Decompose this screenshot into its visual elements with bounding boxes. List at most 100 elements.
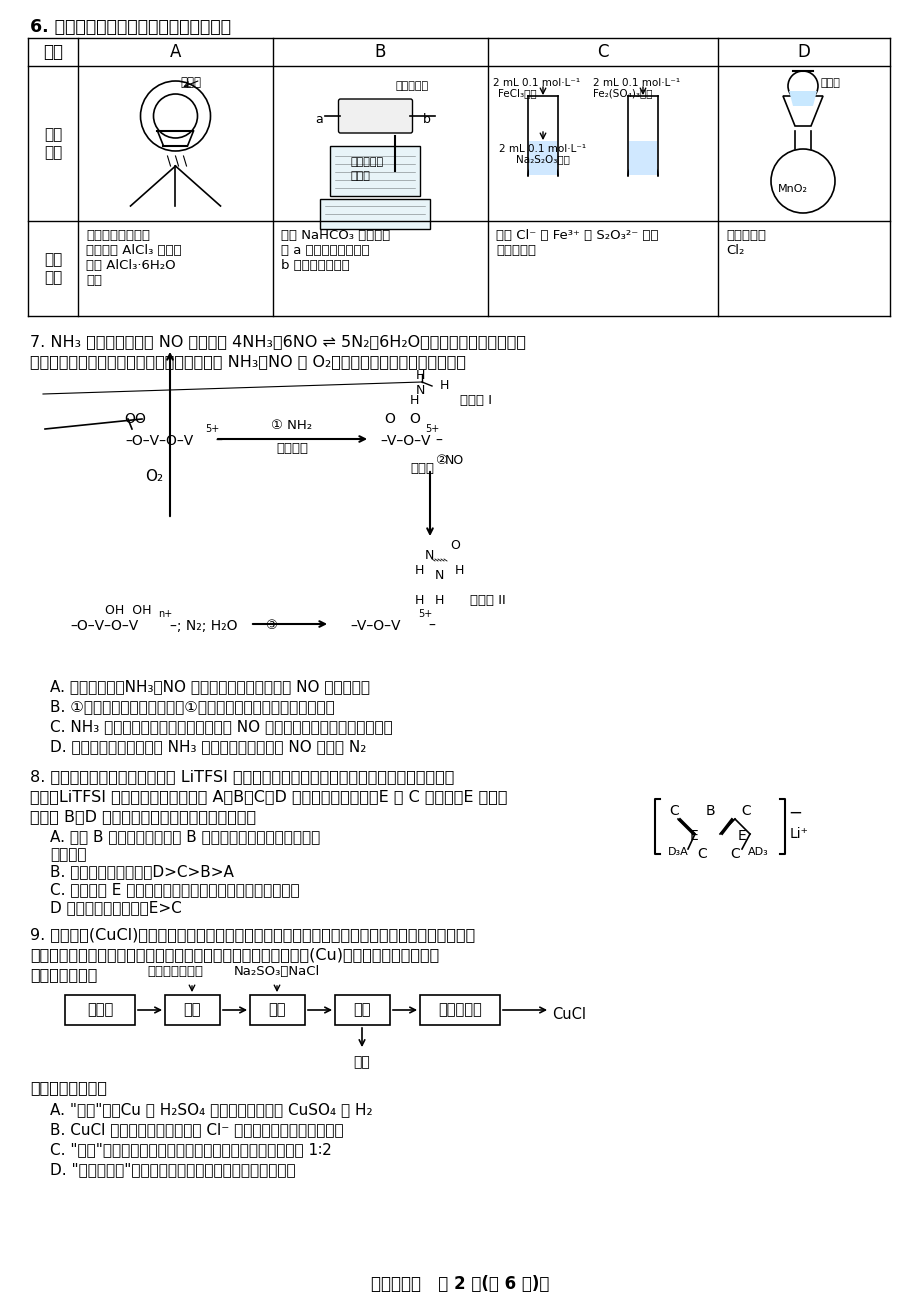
FancyBboxPatch shape [335,995,390,1025]
Text: N: N [414,384,425,397]
Text: H: H [439,379,448,392]
Text: –O–V–O–V: –O–V–O–V [126,434,194,448]
Text: OH  OH: OH OH [105,604,152,617]
Text: NO: NO [445,454,464,467]
Text: C: C [729,848,739,861]
Polygon shape [782,96,823,126]
Text: 饱和食盐水: 饱和食盐水 [350,158,383,167]
Text: 过渡态 II: 过渡态 II [470,594,505,607]
Polygon shape [789,91,816,105]
FancyBboxPatch shape [338,99,412,133]
Text: 无水氯化钙: 无水氯化钙 [395,81,428,91]
Text: 下列说法正确的是: 下列说法正确的是 [30,1079,107,1095]
Text: H: H [414,564,424,577]
FancyBboxPatch shape [320,199,430,229]
Text: 浓盐酸: 浓盐酸 [820,78,840,89]
Text: B. 元素的第一电离能：D>C>B>A: B. 元素的第一电离能：D>C>B>A [50,865,233,879]
Text: 序数是 B、D 的原子序数之和。下列说法正确的是: 序数是 B、D 的原子序数之和。下列说法正确的是 [30,809,255,824]
Text: –V–O–V: –V–O–V [380,434,430,448]
Text: H: H [414,368,425,381]
Text: –: – [435,434,441,448]
Text: n+: n+ [158,609,172,618]
Text: 洗涤、干燥: 洗涤、干燥 [437,1003,482,1017]
Text: −: − [788,805,801,822]
Text: 溶解: 溶解 [184,1003,201,1017]
Text: 9. 氯化亚铜(CuCl)为白色立方结晶或白色粉末，难溶于水、稀盐酸、乙醇，溶于浓盐酸、氨水，易: 9. 氯化亚铜(CuCl)为白色立方结晶或白色粉末，难溶于水、稀盐酸、乙醇，溶于… [30,927,475,943]
Text: Fe₂(SO₄)₃溶液: Fe₂(SO₄)₃溶液 [593,89,652,98]
Text: O₂: O₂ [145,469,163,484]
Text: ②: ② [435,454,447,467]
Text: a: a [315,113,323,126]
Text: N: N [435,569,444,582]
FancyBboxPatch shape [250,995,305,1025]
Text: ③: ③ [265,618,277,631]
Text: 7. NH₃ 选择性催化还原 NO 的反应为 4NH₃＋6NO ⇌ 5N₂＋6H₂O，其反应历程如图所示。: 7. NH₃ 选择性催化还原 NO 的反应为 4NH₃＋6NO ⇌ 5N₂＋6H… [30,335,526,349]
Text: –: – [215,434,221,448]
Text: O: O [134,411,145,426]
Text: 还原: 还原 [268,1003,286,1017]
Text: ① NH₂: ① NH₂ [271,419,312,432]
Text: C. NH₃ 与催化剂发生强的化学吸附，而 NO 在此过程中几乎不被催化剂吸附: C. NH₃ 与催化剂发生强的化学吸附，而 NO 在此过程中几乎不被催化剂吸附 [50,719,392,734]
FancyBboxPatch shape [420,995,499,1025]
Text: 一定温度下，向恒容密闭容器中充入一定量的 NH₃、NO 和 O₂，发生反应。下列说法错误的是: 一定温度下，向恒容密闭容器中充入一定量的 NH₃、NO 和 O₂，发生反应。下列… [30,354,466,368]
Text: 发生反应: 发生反应 [50,848,86,862]
Text: A. 使用催化剂，NH₃、NO 的活化分子数增多，还原 NO 的速率加快: A. 使用催化剂，NH₃、NO 的活化分子数增多，还原 NO 的速率加快 [50,680,369,694]
Text: CuCl: CuCl [551,1006,585,1022]
Text: 5+: 5+ [417,609,432,618]
Text: 被氧化，可用作催化剂、杀菌剂、媒染剂、脱色剂。一种以海绵铜(Cu)为原料制备氯化亚铜的: 被氧化，可用作催化剂、杀菌剂、媒染剂、脱色剂。一种以海绵铜(Cu)为原料制备氯化… [30,947,438,962]
Text: FeCl₃溶液: FeCl₃溶液 [497,89,536,98]
Text: H: H [455,564,464,577]
Text: C      B      C: C B C [669,805,751,818]
Text: 蒸发浓缩含有少量
稀盐酸的 AlCl₃ 溶液，
获得 AlCl₃·6H₂O
晶体: 蒸发浓缩含有少量 稀盐酸的 AlCl₃ 溶液， 获得 AlCl₃·6H₂O 晶体 [85,229,181,286]
Text: B. CuCl 溶于浓盐酸过程中，与 Cl⁻ 结合形成可溶于水的配离子: B. CuCl 溶于浓盐酸过程中，与 Cl⁻ 结合形成可溶于水的配离子 [50,1122,344,1137]
Text: 冷却水: 冷却水 [350,171,370,181]
Polygon shape [629,141,656,174]
Text: 探究 Cl⁻ 对 Fe³⁺ 和 S₂O₃²⁻ 反应
速率的影响: 探究 Cl⁻ 对 Fe³⁺ 和 S₂O₃²⁻ 反应 速率的影响 [495,229,658,256]
Text: –: – [427,618,435,633]
Text: 慢反应: 慢反应 [410,462,434,475]
Text: D 简单氢化物的沸点：E>C: D 简单氢化物的沸点：E>C [50,900,182,915]
Text: 实验室制备
Cl₂: 实验室制备 Cl₂ [725,229,766,256]
Text: 实验
目的: 实验 目的 [44,253,62,285]
Circle shape [770,148,834,214]
Text: H: H [410,395,419,408]
Text: A. "溶解"时，Cu 与 H₂SO₄ 发生置换反应生成 CuSO₄ 和 H₂: A. "溶解"时，Cu 与 H₂SO₄ 发生置换反应生成 CuSO₄ 和 H₂ [50,1101,372,1117]
Text: C. 含有元素 E 的钠盐水溶液呈中性或碱性，不可能呈酸性: C. 含有元素 E 的钠盐水溶液呈中性或碱性，不可能呈酸性 [50,881,300,897]
Text: C: C [596,43,608,61]
Text: D₃A: D₃A [667,848,688,857]
Text: N: N [425,549,434,562]
Text: A: A [170,43,181,61]
Text: 快速反应: 快速反应 [276,441,308,454]
Text: C: C [697,848,706,861]
Text: 海绵铜: 海绵铜 [86,1003,113,1017]
Text: 2 mL 0.1 mol·L⁻¹: 2 mL 0.1 mol·L⁻¹ [499,145,586,154]
Text: Na₂S₂O₃溶液: Na₂S₂O₃溶液 [516,154,569,164]
Text: 滤液: 滤液 [353,1055,370,1069]
Text: H: H [414,594,424,607]
Text: O: O [124,411,135,426]
Text: A. 元素 B 的简单氢化物能与 B 的最高价氧化物对应的水化物: A. 元素 B 的简单氢化物能与 B 的最高价氧化物对应的水化物 [50,829,320,844]
Text: 工艺流程如下：: 工艺流程如下： [30,967,97,982]
Text: 制备 NaHCO₃ 晶体，先
从 a 管通入氨气，后从
b 管通入二氧化碳: 制备 NaHCO₃ 晶体，先 从 a 管通入氨气，后从 b 管通入二氧化碳 [280,229,390,272]
Text: 选项: 选项 [43,43,62,61]
Text: b: b [422,113,430,126]
Text: 能力。LiTFSI 的结构如图所示，其中 A、B、C、D 为同一短周期元素，E 与 C 同主族，E 的原子: 能力。LiTFSI 的结构如图所示，其中 A、B、C、D 为同一短周期元素，E … [30,789,507,805]
Text: 6. 下列实验装置能达到相应实验目的的是: 6. 下列实验装置能达到相应实验目的的是 [30,18,231,36]
Text: D. "洗涤、干燥"时，可先用乙醇洗涤，然后在空气中干燥: D. "洗涤、干燥"时，可先用乙醇洗涤，然后在空气中干燥 [50,1161,295,1177]
Text: –V–O–V: –V–O–V [349,618,400,633]
Text: –; N₂; H₂O: –; N₂; H₂O [170,618,237,633]
Text: D. 其他条件不变时，增大 NH₃ 的浓度，能使更多的 NO 转化为 N₂: D. 其他条件不变时，增大 NH₃ 的浓度，能使更多的 NO 转化为 N₂ [50,740,366,754]
Text: 【高三化学   第 2 页(共 6 页)】: 【高三化学 第 2 页(共 6 页)】 [370,1275,549,1293]
Text: C. "还原"过程中，消耗的氧化剂与还原剂的物质的量之比为 1∶2: C. "还原"过程中，消耗的氧化剂与还原剂的物质的量之比为 1∶2 [50,1142,332,1157]
Text: O: O [384,411,395,426]
Text: –O–V–O–V: –O–V–O–V [70,618,138,633]
FancyBboxPatch shape [330,146,420,197]
FancyBboxPatch shape [165,995,220,1025]
Text: E: E [689,829,698,842]
Text: 8. 科学家发现对一种亲水有机盐 LiTFSI 进行掺杂和改进，能显著提高锂离子电池传输电荷的: 8. 科学家发现对一种亲水有机盐 LiTFSI 进行掺杂和改进，能显著提高锂离子… [30,769,454,784]
Text: 5+: 5+ [425,424,438,434]
Text: 过滤: 过滤 [354,1003,371,1017]
Text: E: E [737,829,746,842]
Text: O: O [449,539,460,552]
Text: H: H [435,594,444,607]
